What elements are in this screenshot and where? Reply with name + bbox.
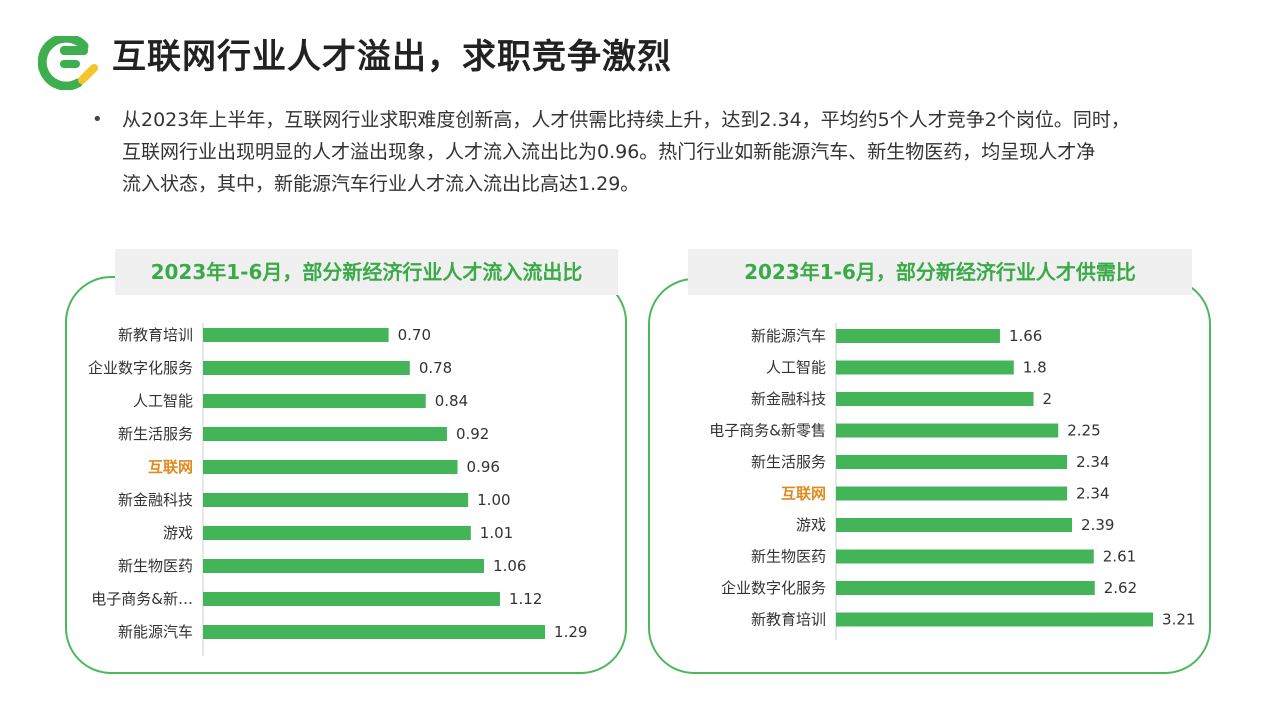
value-label: 1.01 — [480, 524, 513, 542]
bar — [836, 360, 1014, 375]
supply-demand-chart-panel — [648, 278, 1211, 674]
supply-demand-bar-chart: 新能源汽车 1.66 人工智能 1.8 新金融科技 2 电子商务&新零售 2.25 新生活服务 2… — [709, 323, 1195, 640]
bar — [836, 581, 1095, 595]
bar — [836, 423, 1059, 438]
value-label: 1.8 — [1023, 359, 1047, 377]
bar — [203, 625, 546, 639]
bar — [836, 486, 1068, 501]
summary-line: 从2023年上半年，互联网行业求职难度创新高，人才供需比持续上升，达到2.34，… — [122, 109, 1130, 131]
summary-line: 流入状态，其中，新能源汽车行业人才流入流出比高达1.29。 — [122, 173, 640, 195]
value-label: 0.96 — [467, 458, 500, 476]
category-label: 人工智能 — [133, 392, 193, 410]
category-label: 游戏 — [163, 524, 193, 542]
bar — [203, 427, 447, 441]
page-title: 互联网行业人才溢出，求职竞争激烈 — [112, 37, 672, 77]
category-label: 新生物医药 — [118, 557, 193, 575]
category-label: 互联网 — [781, 485, 826, 503]
bar — [836, 329, 1000, 343]
value-label: 2.62 — [1104, 579, 1137, 597]
value-label: 2.34 — [1076, 485, 1109, 503]
category-label: 企业数字化服务 — [721, 579, 826, 597]
value-label: 1.06 — [493, 557, 526, 575]
category-label: 新教育培训 — [751, 611, 826, 629]
supply-demand-chart-title: 2023年1-6月，部分新经济行业人才供需比 — [688, 249, 1192, 295]
bar — [836, 455, 1068, 469]
value-label: 1.12 — [509, 590, 542, 608]
summary-paragraph: 从2023年上半年，互联网行业求职难度创新高，人才供需比持续上升，达到2.34，… — [122, 104, 1234, 200]
category-label: 企业数字化服务 — [88, 359, 193, 377]
category-label: 新教育培训 — [118, 326, 193, 344]
bar — [203, 559, 485, 573]
summary-line: 互联网行业出现明显的人才溢出现象，人才流入流出比为0.96。热门行业如新能源汽车… — [122, 141, 1096, 163]
category-label: 电子商务&新零售 — [709, 422, 826, 440]
bar — [836, 518, 1073, 532]
category-label: 新生活服务 — [751, 453, 826, 471]
category-label: 新生活服务 — [118, 425, 193, 443]
bullet-dot: • — [92, 109, 103, 130]
bar — [836, 549, 1094, 564]
inflow-outflow-chart-panel — [65, 276, 627, 674]
value-label: 2.39 — [1081, 516, 1114, 534]
bar — [836, 392, 1034, 406]
bar — [203, 526, 471, 540]
category-label: 电子商务&新… — [91, 590, 193, 608]
value-label: 1.00 — [477, 491, 510, 509]
value-label: 1.29 — [554, 623, 587, 641]
value-label: 2.34 — [1076, 453, 1109, 471]
inflow-outflow-bar-chart: 新教育培训 0.70 企业数字化服务 0.78 人工智能 0.84 新生活服务 0.92 互联网… — [88, 323, 587, 656]
bar — [203, 493, 469, 507]
value-label: 0.78 — [419, 359, 452, 377]
bar — [203, 592, 500, 606]
category-label: 新金融科技 — [751, 390, 826, 408]
category-label: 新能源汽车 — [118, 623, 193, 641]
value-label: 3.21 — [1162, 611, 1195, 629]
category-label: 新生物医药 — [751, 548, 826, 566]
value-label: 0.92 — [456, 425, 489, 443]
company-logo-icon — [38, 36, 98, 90]
bar — [203, 328, 389, 342]
bar — [203, 361, 410, 375]
category-label: 互联网 — [148, 458, 193, 476]
bar — [203, 460, 458, 474]
category-label: 新金融科技 — [118, 491, 193, 509]
value-label: 1.66 — [1009, 327, 1042, 345]
value-label: 0.84 — [435, 392, 468, 410]
category-label: 新能源汽车 — [751, 327, 826, 345]
category-label: 游戏 — [796, 516, 826, 534]
value-label: 2 — [1043, 390, 1053, 408]
inflow-outflow-chart-title: 2023年1-6月，部分新经济行业人才流入流出比 — [115, 249, 618, 295]
bar — [203, 394, 426, 408]
category-label: 人工智能 — [766, 359, 826, 377]
value-label: 2.25 — [1067, 422, 1100, 440]
bar — [836, 612, 1154, 627]
value-label: 0.70 — [398, 326, 431, 344]
value-label: 2.61 — [1103, 548, 1136, 566]
